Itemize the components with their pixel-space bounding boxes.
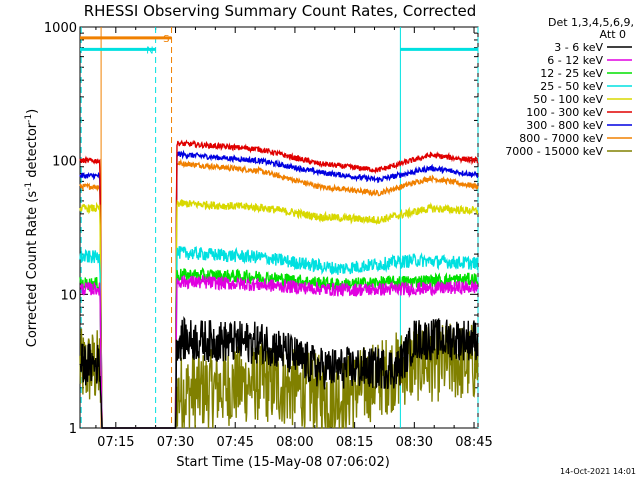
flag-label: N (146, 45, 153, 56)
y-label-part-3: ) (25, 109, 40, 114)
series-line (79, 316, 479, 429)
legend-entry-label: 6 - 12 keV (547, 54, 603, 67)
legend-entry-label: 12 - 25 keV (540, 67, 603, 80)
y-tick-label: 100 (52, 155, 77, 170)
x-tick-label: 07:15 (97, 435, 134, 450)
y-tick-label: 10 (60, 288, 77, 303)
legend-entry-label: 25 - 50 keV (540, 80, 603, 93)
y-tick-label: 1 (69, 422, 77, 437)
timestamp: 14-Oct-2021 14:01 (560, 467, 636, 476)
legend-entry-label: 7000 - 15000 keV (505, 145, 603, 158)
x-tick-label: 07:30 (157, 435, 194, 450)
legend-entry-label: 800 - 7000 keV (519, 132, 603, 145)
flag-label: S (163, 34, 169, 45)
chart-title: RHESSI Observing Summary Count Rates, Co… (84, 2, 477, 20)
x-tick-label: 08:00 (276, 435, 313, 450)
legend-entry-label: 3 - 6 keV (554, 41, 603, 54)
y-label-sup-1: -1 (24, 182, 34, 191)
y-label-sup-2: -1 (24, 114, 34, 123)
x-tick-label: 08:15 (336, 435, 373, 450)
y-tick-label: 1000 (44, 21, 77, 36)
x-axis-label: Start Time (15-May-08 07:06:02) (176, 455, 390, 470)
y-axis-label: Corrected Count Rate (s-1 detector-1) (24, 109, 40, 347)
legend-entry-label: 300 - 800 keV (526, 119, 603, 132)
x-tick-label: 08:30 (396, 435, 433, 450)
legend-header-line-2: Att 0 (600, 28, 626, 41)
y-label-part-2: detector (25, 122, 40, 182)
plot-area: 07:15 07:30 07:45 08:00 08:15 08:30 08:45 1 10 10… (44, 21, 493, 450)
legend-header-line-1: Det 1,3,4,5,6,9, (548, 16, 634, 29)
x-tick-label: 08:45 (455, 435, 492, 450)
legend-entry-label: 50 - 100 keV (533, 93, 603, 106)
y-label-part-1: Corrected Count Rate (s (25, 191, 40, 348)
x-tick-label: 07:45 (216, 435, 253, 450)
legend-entry-label: 100 - 300 keV (526, 106, 603, 119)
